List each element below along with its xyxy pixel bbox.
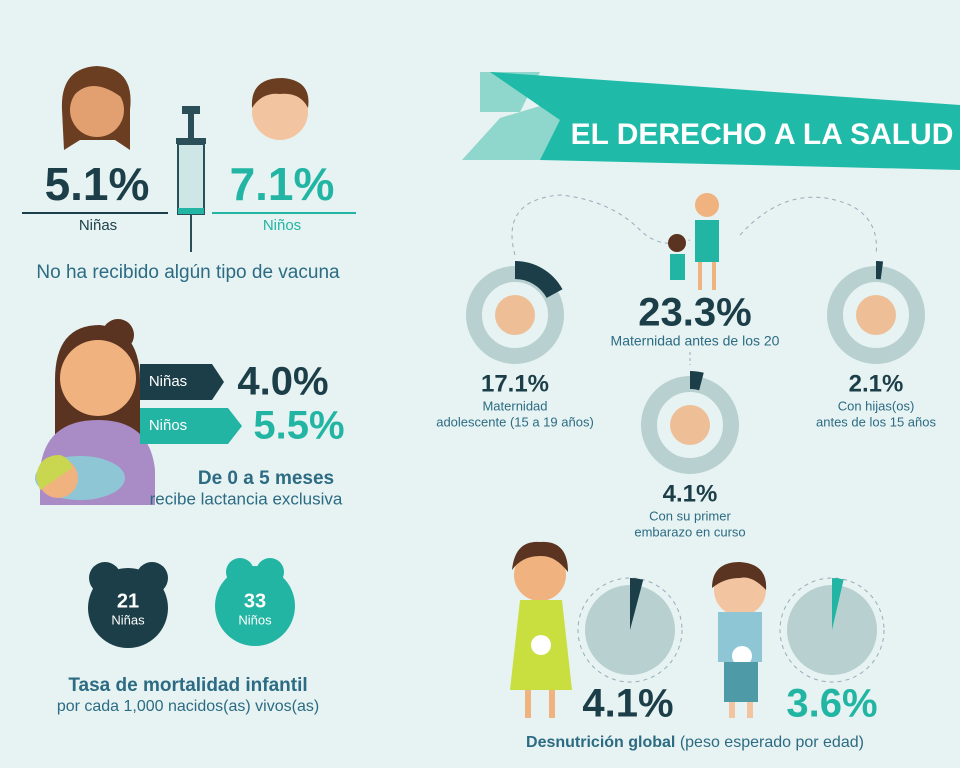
ring-label: embarazo en curso — [634, 524, 745, 539]
girl-head-icon — [88, 562, 168, 648]
ring-value: 2.1% — [849, 370, 904, 397]
vaccine-girls-label: Niñas — [79, 217, 117, 234]
ring-value: 17.1% — [481, 370, 549, 397]
vaccine-girls-value: 5.1% — [45, 158, 150, 210]
banner-tail — [462, 100, 560, 160]
portrait — [856, 295, 896, 335]
ring-label: adolescente (15 a 19 años) — [436, 414, 594, 429]
bf-girls-label: Niñas — [149, 373, 187, 390]
caption-bold: Desnutrición global — [526, 734, 675, 751]
girl-illustration — [510, 541, 572, 718]
mortality-girls-value: 21 — [117, 590, 139, 612]
pie-slice — [630, 578, 644, 630]
bf-boys-value: 5.5% — [253, 404, 344, 448]
boy-head-icon — [215, 558, 295, 646]
ring-arc — [514, 261, 563, 299]
mortality-caption: por cada 1,000 nacidos(as) vivos(as) — [57, 698, 319, 715]
ring-arc — [689, 371, 704, 391]
ring-value: 4.1% — [663, 480, 718, 507]
vaccine-caption: No ha recibido algún tipo de vacuna — [36, 262, 340, 283]
boy-illustration — [712, 562, 767, 718]
portrait — [670, 405, 710, 445]
mortality-boys-label: Niños — [238, 612, 272, 627]
vaccine-boys-label: Niños — [263, 217, 301, 234]
pie-outline — [779, 577, 885, 683]
tag — [140, 408, 242, 444]
portrait — [495, 295, 535, 335]
bf-girls-value: 4.0% — [237, 360, 328, 404]
pie-outline — [577, 577, 683, 683]
pie-slice — [832, 578, 844, 630]
boy-face — [251, 78, 309, 140]
vaccine-boys-value: 7.1% — [230, 158, 335, 210]
tag — [140, 364, 224, 400]
maternity-total-value: 23.3% — [638, 291, 751, 335]
ring-label: Con hijas(os) — [838, 398, 915, 413]
mortality-caption-bold: Tasa de mortalidad infantil — [68, 675, 307, 696]
caption-normal: (peso esperado por edad) — [680, 734, 864, 751]
mother-illustration — [35, 319, 155, 505]
malnutrition-girls-label: 4.1% — [582, 682, 673, 726]
ring-label: Con su primer — [649, 508, 731, 523]
mortality-boys-value: 33 — [244, 590, 266, 612]
malnutrition-boys-label: 3.6% — [786, 682, 877, 726]
mortality-girls-label: Niñas — [111, 612, 145, 627]
girl-face — [61, 66, 131, 150]
dotted-connector — [511, 194, 691, 256]
malnutrition-caption: Desnutrición global (peso esperado por e… — [526, 734, 864, 751]
syringe — [176, 106, 206, 252]
ring-label: Maternidad — [482, 398, 547, 413]
bf-boys-label: Niños — [149, 417, 187, 434]
bf-caption-bold: De 0 a 5 meses — [198, 468, 334, 489]
ring-label: antes de los 15 años — [816, 414, 936, 429]
bf-caption: recibe lactancia exclusiva — [150, 489, 343, 508]
dotted-connector — [739, 196, 877, 256]
mother-child-illustration — [668, 193, 719, 290]
title: EL DERECHO A LA SALUD — [571, 118, 954, 151]
banner — [490, 72, 960, 170]
maternity-total-label: Maternidad antes de los 20 — [611, 333, 780, 349]
